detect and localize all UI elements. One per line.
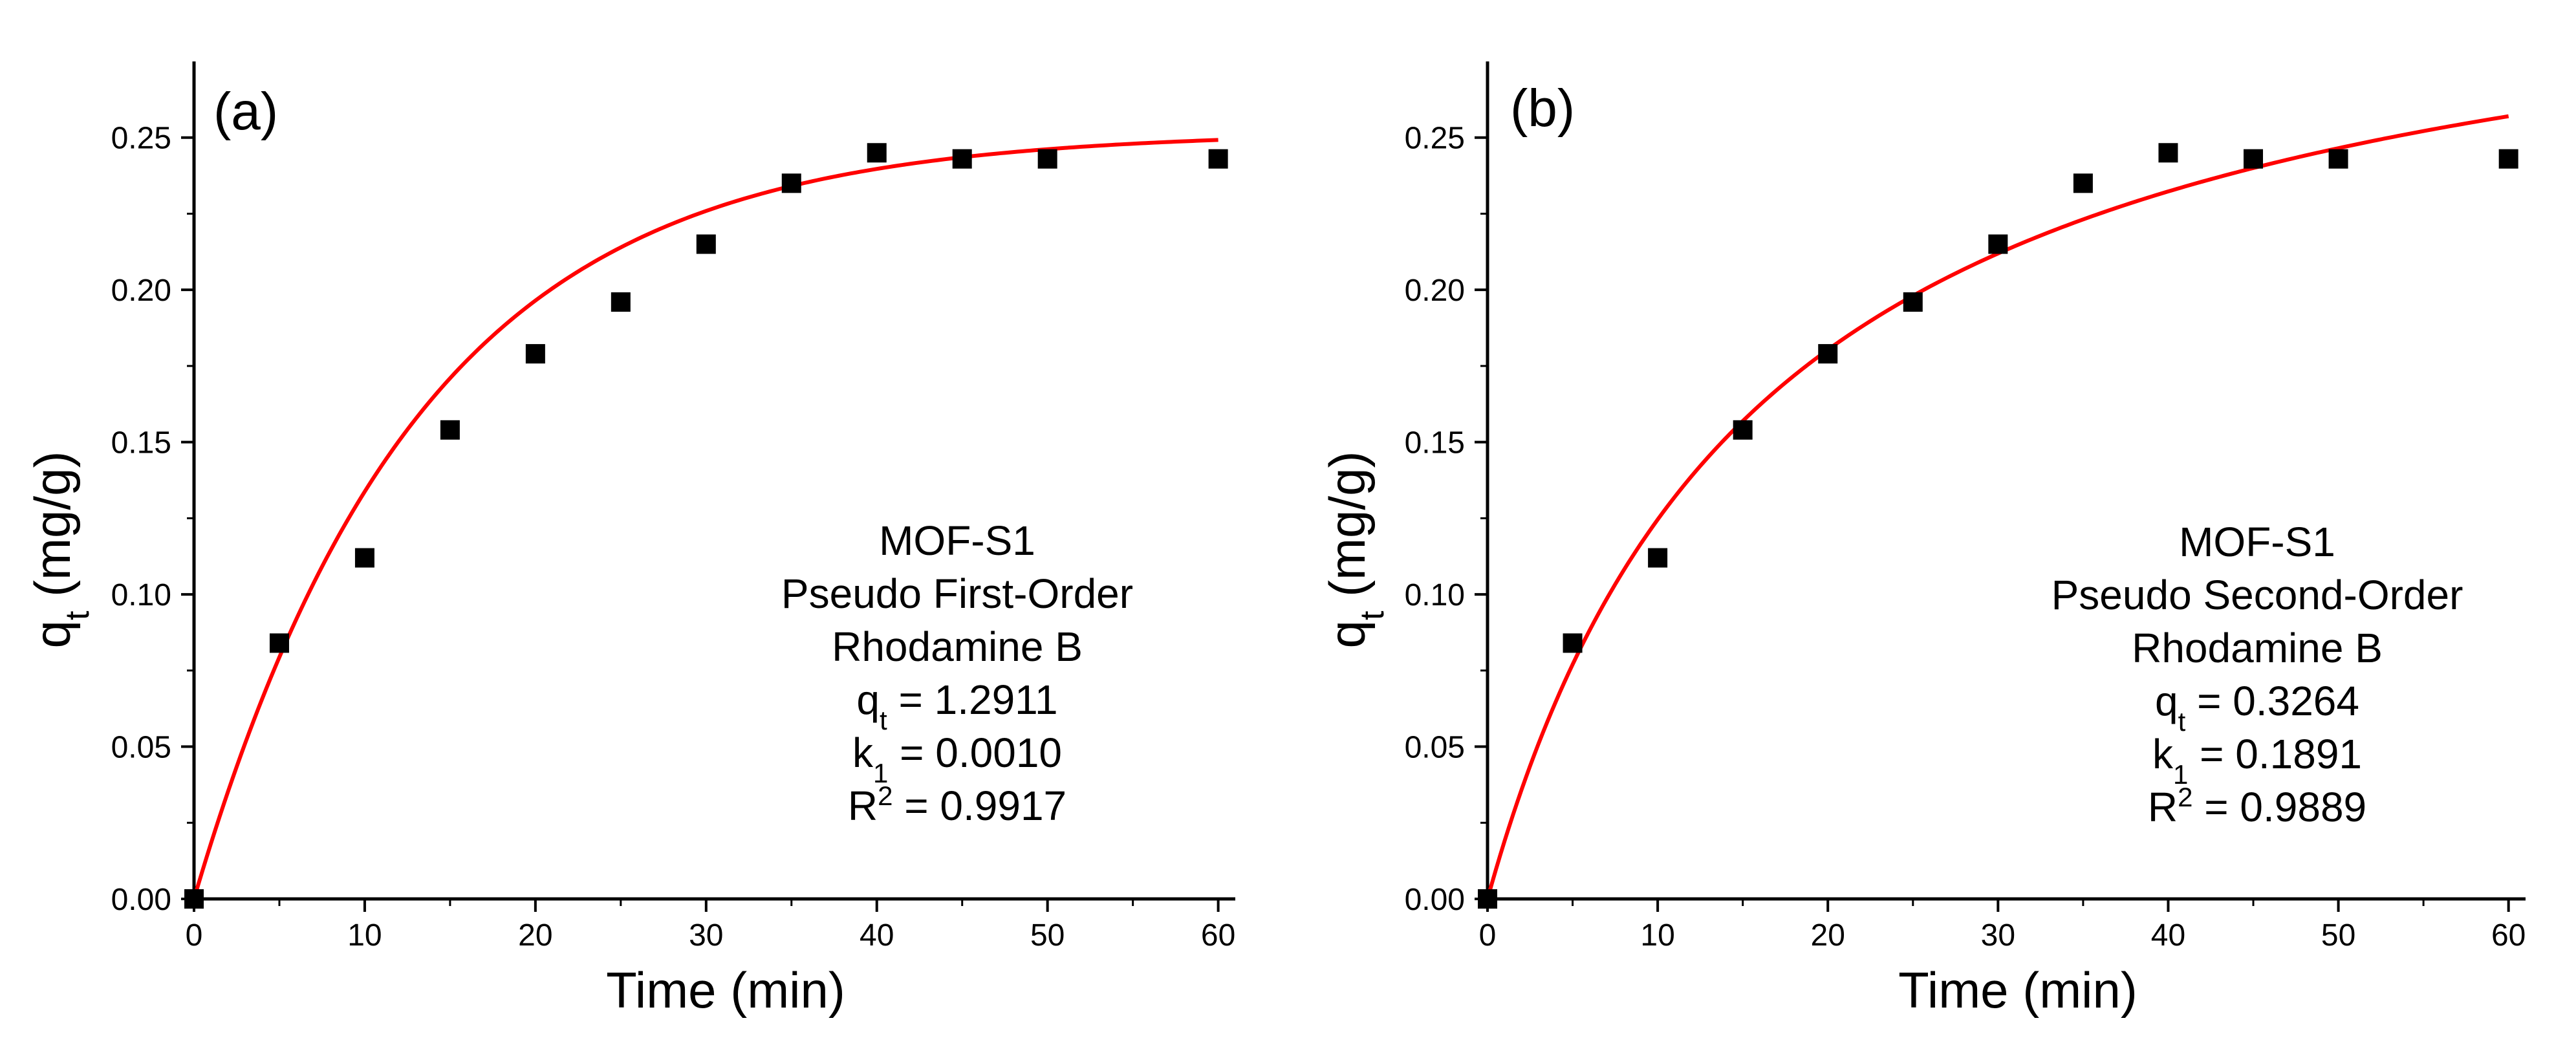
y-tick-label: 0.25 (111, 122, 171, 156)
annotation-line-5: k1 = 0.0010 (852, 729, 1062, 788)
data-point (611, 292, 631, 312)
data-point (1988, 234, 2008, 254)
panel-label: (b) (1510, 79, 1575, 138)
y-tick-label: 0.10 (1405, 578, 1465, 612)
annotation-line-1: MOF-S1 (2179, 519, 2335, 565)
data-point (1478, 889, 1497, 909)
data-point (2158, 143, 2178, 163)
data-point (867, 143, 887, 163)
x-ticks: 0 10 20 30 40 50 60 (1479, 899, 2526, 953)
x-axis-title: Time (min) (1898, 962, 2138, 1019)
y-tick-label: 0.05 (111, 731, 171, 765)
y-axis-title: qt (mg/g) (1319, 451, 1391, 649)
annotation-line-1: MOF-S1 (879, 517, 1035, 564)
x-tick-label: 10 (1640, 918, 1674, 953)
x-tick-label: 40 (860, 918, 894, 953)
x-tick-label: 20 (1811, 918, 1845, 953)
annotation-line-6: R2 = 0.9917 (848, 781, 1066, 830)
x-tick-label: 40 (2151, 918, 2185, 953)
data-point (2244, 149, 2264, 169)
data-point (1818, 344, 1838, 364)
annotation-line-6: R2 = 0.9889 (2148, 782, 2366, 831)
data-point (525, 344, 545, 364)
x-tick-label: 60 (2491, 918, 2526, 953)
annotation-line-4: qt = 0.3264 (2155, 678, 2359, 737)
x-axis-title: Time (min) (606, 962, 845, 1019)
y-tick-label: 0.15 (111, 426, 171, 460)
y-tick-label: 0.00 (1405, 883, 1465, 917)
x-tick-label: 50 (2321, 918, 2355, 953)
annotation-line-3: Rhodamine B (2132, 625, 2383, 671)
y-tick-label: 0.00 (111, 883, 171, 917)
data-point (1648, 548, 1668, 568)
data-point (1208, 149, 1228, 169)
data-point (269, 633, 289, 653)
panel-a: 0.00 0.05 0.10 0.15 0.20 0.25 0 10 20 30 40 50 60 (… (24, 61, 1235, 1019)
data-point (1733, 420, 1753, 440)
data-point (440, 420, 460, 440)
x-tick-label: 10 (347, 918, 382, 953)
annotation-line-5: k1 = 0.1891 (2152, 731, 2362, 790)
y-axis-title: qt (mg/g) (24, 451, 96, 649)
y-tick-label: 0.25 (1405, 122, 1465, 156)
annotation-line-2: Pseudo First-Order (781, 570, 1133, 617)
data-point (184, 889, 204, 909)
x-tick-label: 50 (1030, 918, 1065, 953)
panel-b: 0.00 0.05 0.10 0.15 0.20 0.25 0 10 20 30 40 50 60 (… (1319, 61, 2526, 1019)
data-point (952, 149, 972, 169)
data-point (1563, 633, 1583, 653)
data-point (2328, 149, 2348, 169)
data-point (781, 173, 801, 193)
data-point (2498, 149, 2518, 169)
data-point (2073, 173, 2093, 193)
y-tick-label: 0.05 (1405, 731, 1465, 765)
data-points-layer (1478, 143, 2518, 909)
data-point (354, 548, 374, 568)
y-ticks: 0.00 0.05 0.10 0.15 0.20 0.25 (1405, 122, 1488, 917)
data-point (696, 234, 716, 254)
x-tick-label: 30 (689, 918, 723, 953)
fit-annotation: MOF-S1 Pseudo Second-Order Rhodamine B q… (2051, 519, 2463, 830)
x-tick-label: 60 (1201, 918, 1235, 953)
annotation-line-2: Pseudo Second-Order (2051, 572, 2463, 618)
x-tick-label: 0 (186, 918, 203, 953)
y-tick-label: 0.20 (111, 274, 171, 308)
y-tick-label: 0.15 (1405, 426, 1465, 460)
x-tick-label: 0 (1479, 918, 1497, 953)
annotation-line-4: qt = 1.2911 (856, 676, 1057, 735)
data-point (1903, 292, 1923, 312)
fit-annotation: MOF-S1 Pseudo First-Order Rhodamine B qt… (781, 517, 1133, 829)
annotation-line-3: Rhodamine B (832, 623, 1083, 670)
x-tick-label: 20 (518, 918, 552, 953)
data-point (1037, 149, 1057, 169)
panel-label: (a) (213, 82, 278, 141)
y-tick-label: 0.10 (111, 578, 171, 612)
y-ticks: 0.00 0.05 0.10 0.15 0.20 0.25 (111, 122, 194, 917)
x-ticks: 0 10 20 30 40 50 60 (186, 899, 1235, 953)
y-tick-label: 0.20 (1405, 274, 1465, 308)
x-tick-label: 30 (1981, 918, 2015, 953)
data-points-layer (184, 143, 1228, 909)
